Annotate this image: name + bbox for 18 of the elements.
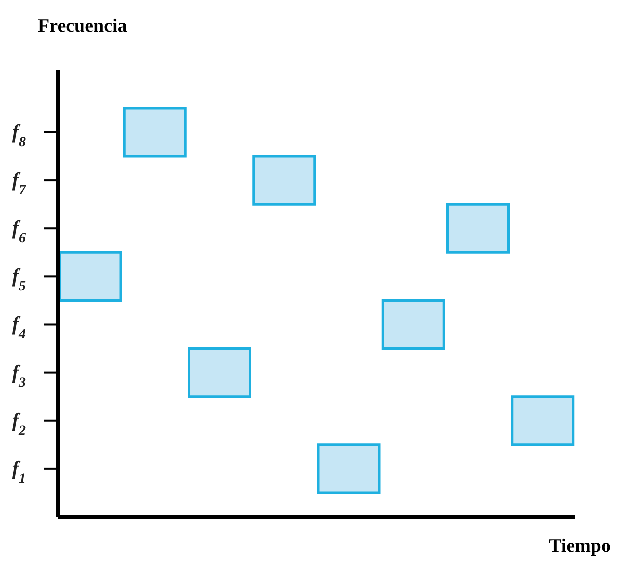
y-tick-label: f$_{2}$ <box>12 410 26 438</box>
y-tick-label: f$_{8}$ <box>12 121 26 150</box>
x-axis-title: Tiempo <box>549 536 611 558</box>
bar <box>58 251 122 302</box>
y-tick-label: f$_{1}$ <box>12 458 26 486</box>
bar <box>382 299 446 350</box>
y-tick-label: f$_{7}$ <box>12 170 27 198</box>
bar <box>446 203 510 254</box>
bar <box>317 444 381 494</box>
y-tick-label: f$_{6}$ <box>12 218 26 246</box>
bar <box>123 107 187 158</box>
y-axis-title: Frecuencia <box>38 16 128 38</box>
bar <box>252 155 316 206</box>
bar <box>188 348 252 398</box>
y-tick-label: f$_{3}$ <box>12 362 26 390</box>
bar <box>511 396 575 446</box>
y-tick-label: f$_{5}$ <box>12 266 26 294</box>
y-tick-label: f$_{4}$ <box>12 314 26 342</box>
